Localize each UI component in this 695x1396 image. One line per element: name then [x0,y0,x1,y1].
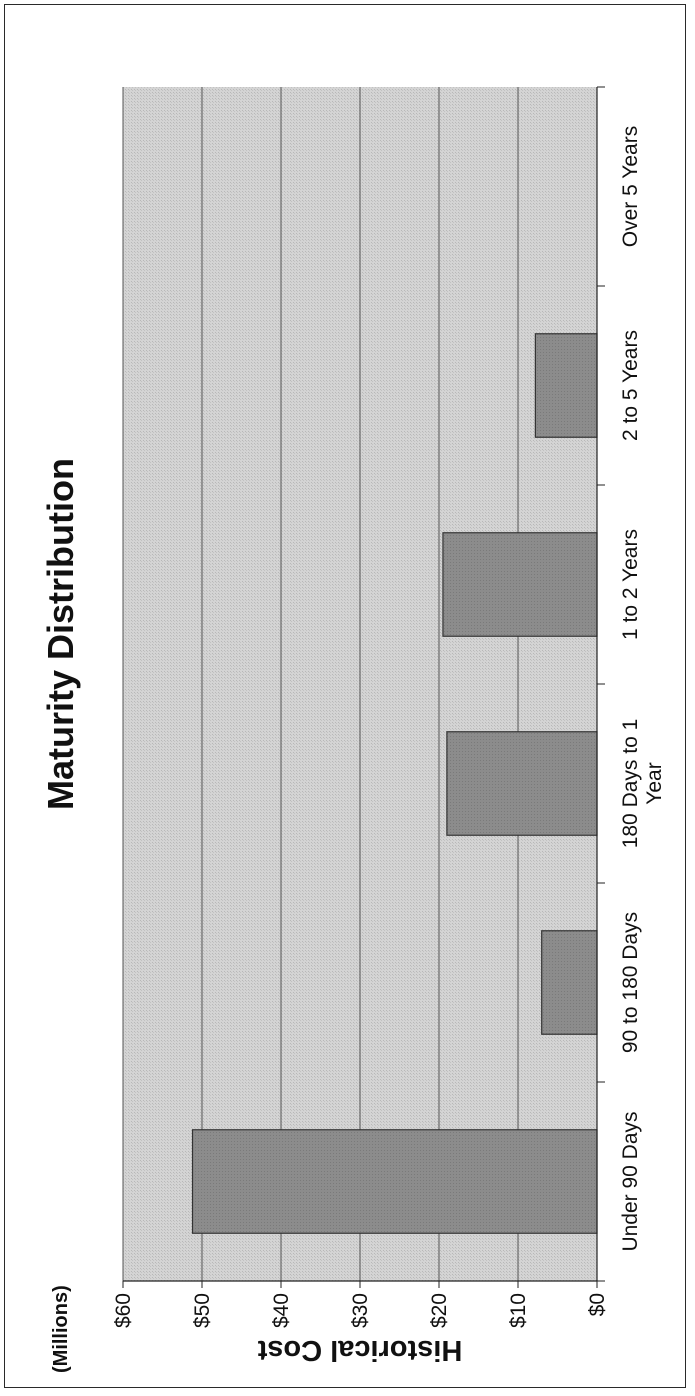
y-tick-label: $40 [270,1293,293,1328]
bar-3 [442,532,598,637]
bar-2 [446,731,598,836]
bar-0 [191,1129,598,1234]
y-tick-label: $20 [428,1293,451,1328]
y-tick-label: $0 [586,1293,609,1316]
chart-svg: Maturity Distribution (Millions) Histori… [40,86,666,1373]
x-category-label: 90 to 180 Days [619,912,642,1053]
y-axis-title-group: Historical Cost [257,1334,462,1366]
x-category-label: 1 to 2 Years [619,529,642,640]
y-tick-label: $60 [112,1293,135,1328]
y-tick-label: $30 [349,1293,372,1328]
x-category-label: 2 to 5 Years [619,330,642,441]
chart-title: Maturity Distribution [40,458,81,810]
x-category-label: Under 90 Days [619,1111,642,1251]
y-axis-title: Historical Cost [257,1334,462,1366]
x-category-label: 180 Days to 1Year [619,719,666,849]
chart-rotated-container: Maturity Distribution (Millions) Histori… [5,5,687,1389]
y-axis-units: (Millions) [50,1285,72,1373]
bar-4 [534,333,598,438]
bar-1 [541,930,598,1035]
y-tick-label: $50 [191,1293,214,1328]
chart-frame: Maturity Distribution (Millions) Histori… [4,4,686,1388]
y-tick-label: $10 [507,1293,530,1328]
x-category-label: Over 5 Years [619,126,642,247]
